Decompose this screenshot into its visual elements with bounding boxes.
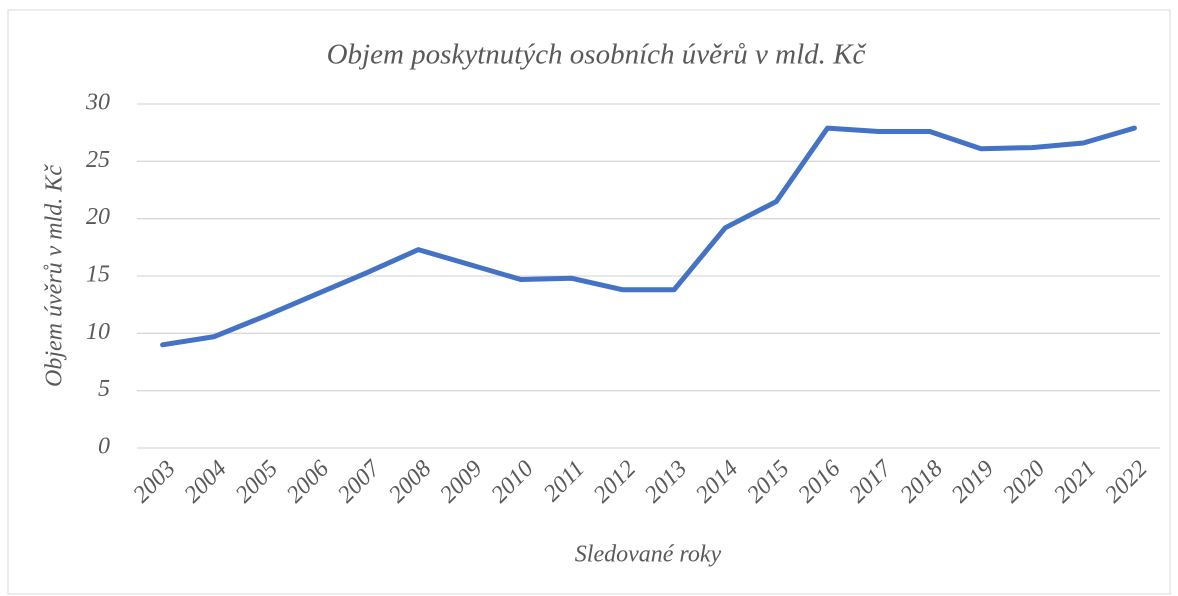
y-tick-label: 0 xyxy=(98,434,110,460)
y-axis-title: Objem úvěrů v mld. Kč xyxy=(42,164,68,387)
chart-title: Objem poskytnutých osobních úvěrů v mld.… xyxy=(327,39,867,71)
y-tick-label: 20 xyxy=(86,204,110,230)
x-axis-title: Sledované roky xyxy=(575,542,722,568)
data-line xyxy=(160,125,1137,348)
y-tick-label: 15 xyxy=(86,262,110,288)
y-tick-label: 5 xyxy=(98,376,110,402)
chart-frame xyxy=(7,9,1171,595)
y-tick-label: 30 xyxy=(85,90,110,116)
y-tick-label: 25 xyxy=(86,147,110,173)
y-tick-label: 10 xyxy=(86,319,110,345)
